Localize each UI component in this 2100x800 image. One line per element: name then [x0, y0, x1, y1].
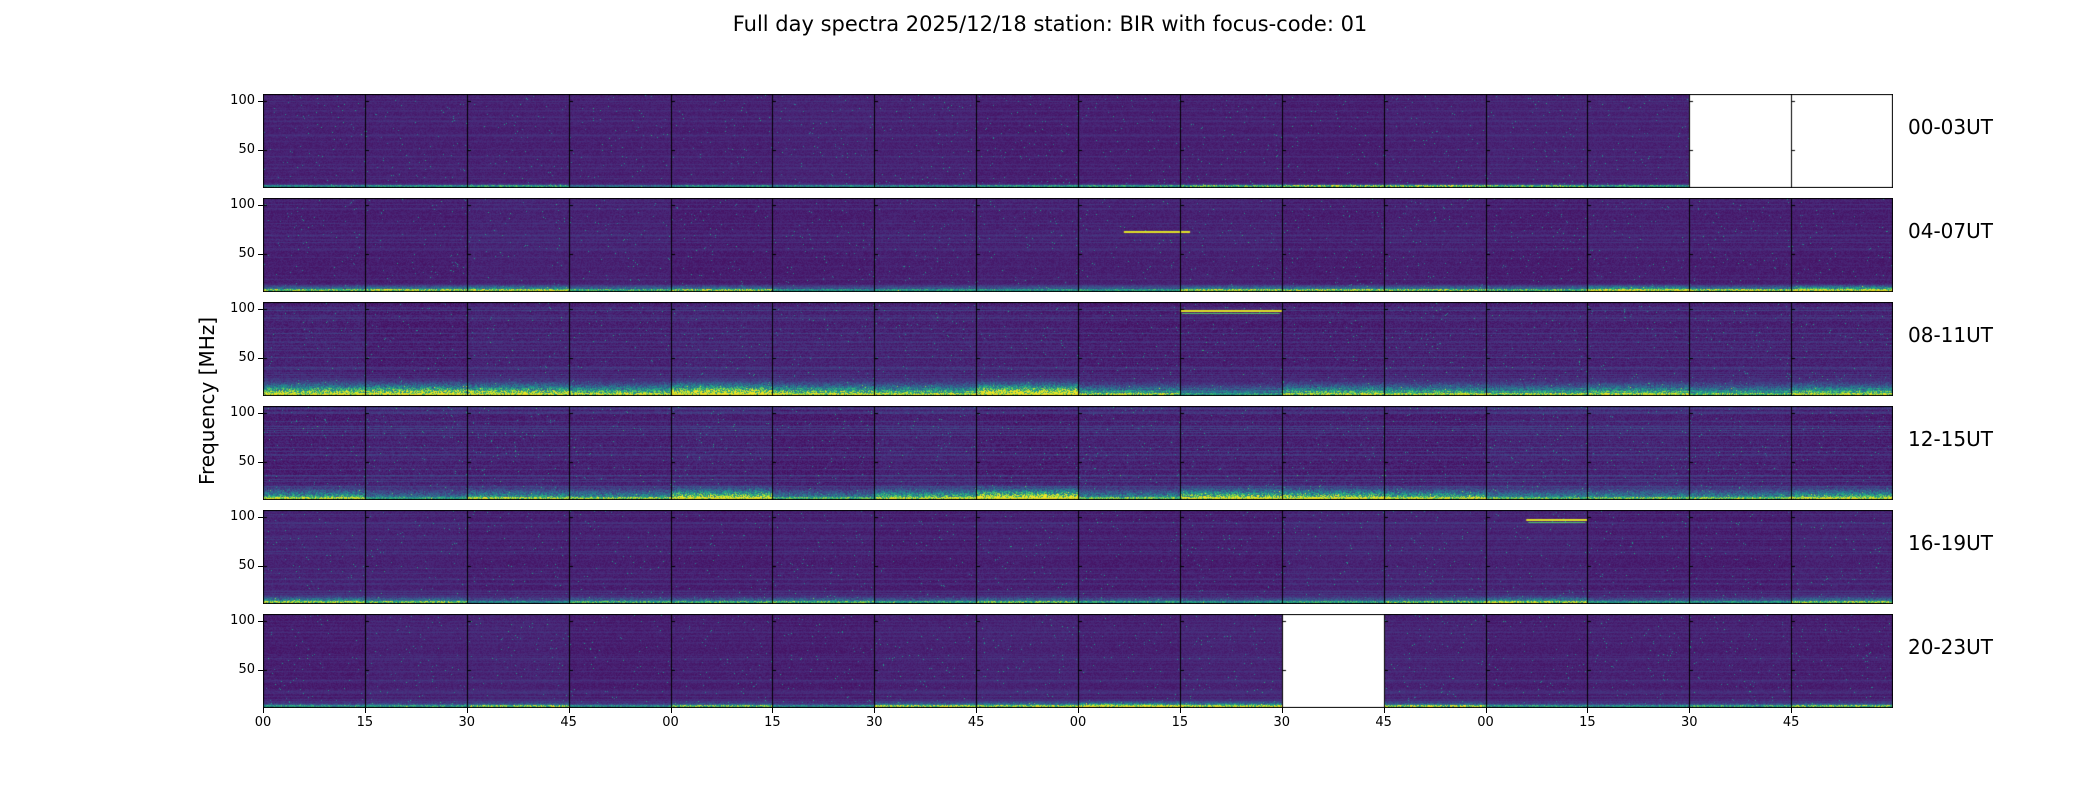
y-tick-label: 50: [238, 662, 255, 678]
y-tick-label: 50: [238, 558, 255, 574]
x-tick-label: 45: [1782, 715, 1800, 730]
x-tick-label: 30: [1680, 715, 1698, 730]
row-time-label: 16-19UT: [1908, 531, 1993, 555]
x-tick-label: 45: [967, 715, 985, 730]
y-tick-mark: [258, 516, 263, 518]
x-tick-label: 30: [1273, 715, 1291, 730]
y-tick-label: 100: [230, 92, 255, 108]
row-time-label: 20-23UT: [1908, 635, 1993, 659]
x-tick-label: 30: [865, 715, 883, 730]
spectrogram-canvas-row-5: [263, 614, 1893, 708]
spectrogram-row: [263, 406, 1893, 500]
spectrogram-row: [263, 94, 1893, 188]
y-tick-label: 50: [238, 142, 255, 158]
y-tick-label: 100: [230, 612, 255, 628]
x-tick-label: 15: [356, 715, 374, 730]
y-tick-label: 50: [238, 246, 255, 262]
x-tick-label: 00: [1477, 715, 1494, 730]
y-tick-label: 50: [238, 350, 255, 366]
y-tick-mark: [258, 254, 263, 256]
row-time-label: 12-15UT: [1908, 427, 1993, 451]
spectrogram-canvas-row-4: [263, 510, 1893, 604]
x-tick-label: 15: [1579, 715, 1596, 730]
spectrogram-canvas-row-1: [263, 198, 1893, 292]
x-tick-label: 00: [254, 715, 272, 730]
spectrogram-row: [263, 198, 1893, 292]
y-tick-mark: [258, 670, 263, 672]
y-tick-label: 100: [230, 196, 255, 212]
y-tick-mark: [258, 204, 263, 206]
y-tick-mark: [258, 412, 263, 414]
y-tick-mark: [258, 100, 263, 102]
y-tick-mark: [258, 150, 263, 152]
x-tick-mark: [1485, 708, 1487, 713]
x-tick-mark: [1689, 708, 1691, 713]
y-tick-mark: [258, 620, 263, 622]
x-tick-mark: [874, 708, 876, 713]
spectrogram-canvas-row-0: [263, 94, 1893, 188]
x-tick-mark: [466, 708, 468, 713]
row-time-label: 04-07UT: [1908, 219, 1993, 243]
x-tick-mark: [1179, 708, 1181, 713]
x-tick-mark: [772, 708, 774, 713]
spectrogram-row: [263, 510, 1893, 604]
x-tick-label: 00: [1069, 715, 1087, 730]
x-tick-mark: [1383, 708, 1385, 713]
x-tick-label: 45: [560, 715, 577, 730]
spectrogram-canvas-row-2: [263, 302, 1893, 396]
y-tick-mark: [258, 358, 263, 360]
row-time-label: 08-11UT: [1908, 323, 1993, 347]
spectrogram-row: [263, 302, 1893, 396]
spectrogram-row: [263, 614, 1893, 708]
x-tick-mark: [670, 708, 672, 713]
x-tick-label: 45: [1375, 715, 1392, 730]
x-tick-label: 15: [764, 715, 781, 730]
x-tick-mark: [364, 708, 366, 713]
x-tick-mark: [1078, 708, 1079, 713]
y-tick-mark: [258, 566, 263, 568]
row-time-label: 00-03UT: [1908, 115, 1993, 139]
x-tick-label: 15: [1171, 715, 1189, 730]
y-tick-label: 100: [230, 404, 255, 420]
y-tick-mark: [258, 308, 263, 310]
y-tick-label: 100: [230, 300, 255, 316]
y-tick-mark: [258, 462, 263, 464]
x-tick-mark: [568, 708, 570, 713]
x-tick-mark: [1281, 708, 1283, 713]
x-tick-mark: [1587, 708, 1589, 713]
y-tick-label: 100: [230, 508, 255, 524]
spectrogram-canvas-row-3: [263, 406, 1893, 500]
x-tick-label: 30: [458, 715, 476, 730]
x-tick-mark: [263, 708, 264, 713]
x-tick-label: 00: [662, 715, 679, 730]
y-tick-label: 50: [238, 454, 255, 470]
x-tick-mark: [976, 708, 978, 713]
x-tick-mark: [1791, 708, 1793, 713]
chart-title: Full day spectra 2025/12/18 station: BIR…: [732, 12, 1368, 36]
